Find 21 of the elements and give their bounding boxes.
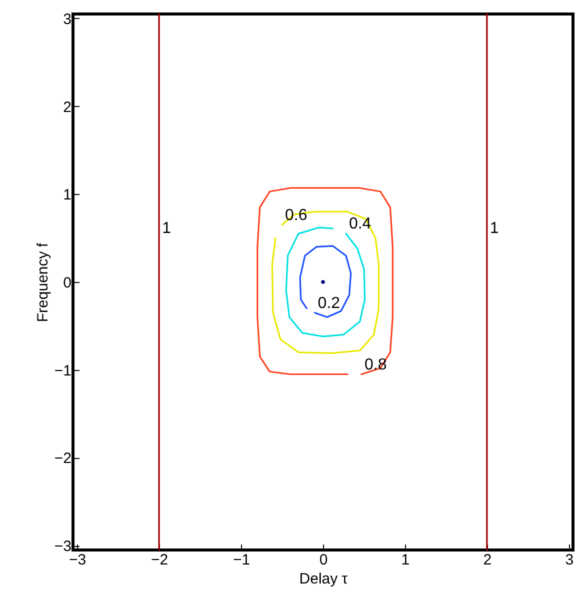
- y-tick-label: 0: [63, 274, 72, 292]
- y-axis-title: Frequency f: [34, 242, 52, 322]
- x-tick-label: −1: [232, 552, 250, 568]
- x-tick-label: 1: [401, 552, 410, 568]
- series-label: 1: [490, 220, 499, 238]
- line-series: [256, 187, 394, 376]
- x-axis-title: Delay τ: [299, 570, 348, 588]
- series-label: 0.2: [318, 294, 340, 312]
- x-tick-label: 0: [319, 552, 328, 568]
- y-tick-label: −1: [54, 362, 72, 380]
- y-tick-label: −3: [54, 538, 72, 556]
- y-tick-label: 1: [63, 186, 72, 204]
- y-tick-label: 2: [63, 98, 72, 116]
- x-tick-label: −2: [151, 552, 168, 568]
- x-tick-label: 2: [483, 552, 492, 568]
- line-series: [299, 245, 352, 318]
- y-tick-label: −2: [54, 450, 72, 468]
- series-label: 1: [162, 220, 172, 238]
- line-series: [271, 210, 380, 354]
- y-tick-label: 3: [63, 10, 72, 28]
- x-tick-label: 3: [565, 552, 574, 568]
